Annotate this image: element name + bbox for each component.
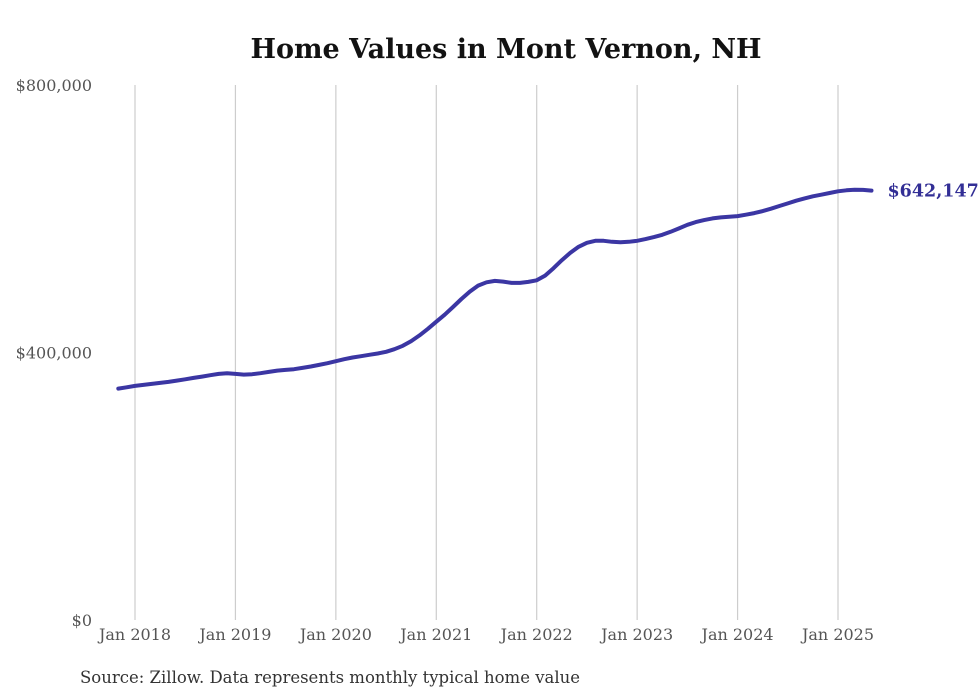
- x-tick-label: Jan 2025: [800, 625, 874, 644]
- y-tick-label: $400,000: [16, 344, 92, 363]
- x-tick-label: Jan 2019: [197, 625, 271, 644]
- gridlines: [134, 85, 839, 620]
- x-tick-label: Jan 2021: [398, 625, 472, 644]
- y-tick-label: $800,000: [16, 76, 92, 95]
- latest-value-label: $642,147: [888, 182, 979, 202]
- x-tick-label: Jan 2020: [298, 625, 372, 644]
- y-axis-tick-labels: $0 $400,000 $800,000: [16, 76, 92, 630]
- source-note: Source: Zillow. Data represents monthly …: [80, 668, 580, 687]
- x-axis-tick-labels: Jan 2018 Jan 2019 Jan 2020 Jan 2021 Jan 2022…: [97, 625, 874, 644]
- x-tick-label: Jan 2022: [499, 625, 573, 644]
- x-tick-label: Jan 2024: [700, 625, 774, 644]
- home-value-line: [116, 187, 874, 391]
- x-tick-label: Jan 2023: [599, 625, 673, 644]
- x-tick-label: Jan 2018: [97, 625, 171, 644]
- chart-title: Home Values in Mont Vernon, NH: [250, 34, 761, 65]
- y-tick-label: $0: [72, 611, 92, 630]
